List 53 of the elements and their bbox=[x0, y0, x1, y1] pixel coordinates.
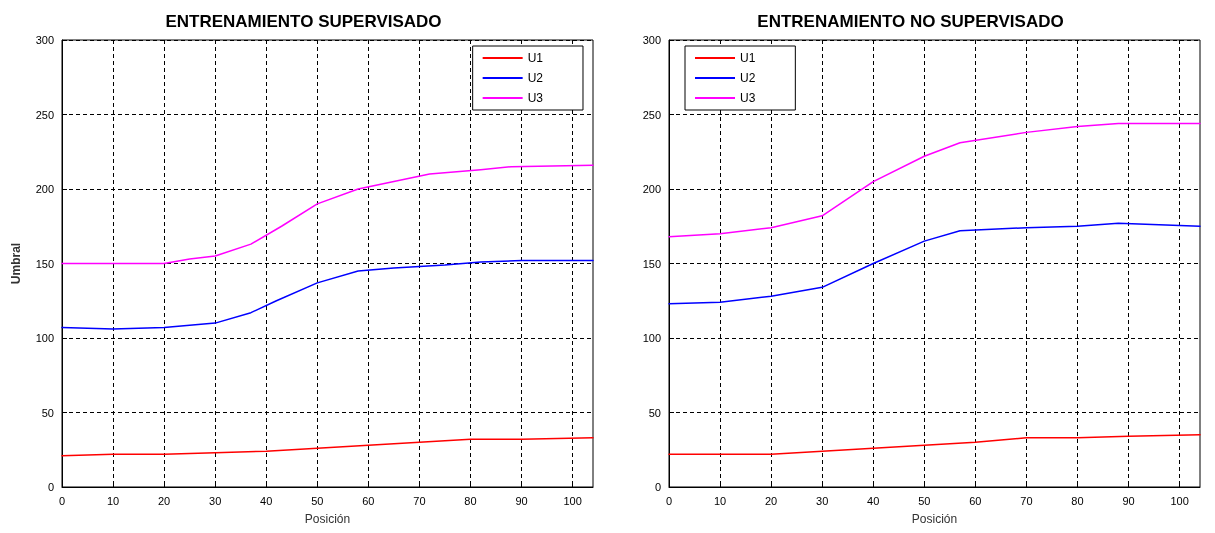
x-axis-title: Posición bbox=[304, 512, 351, 526]
x-tick-label: 80 bbox=[1071, 494, 1084, 507]
x-tick-label: 10 bbox=[106, 494, 120, 507]
chart-title: ENTRENAMIENTO NO SUPERVISADO bbox=[757, 12, 1064, 31]
y-tick-label: 100 bbox=[35, 332, 54, 344]
x-axis-title: Posición bbox=[911, 512, 958, 526]
legend-label: U1 bbox=[740, 51, 756, 65]
x-tick-label: 70 bbox=[1020, 494, 1033, 507]
y-tick-label: 50 bbox=[648, 406, 661, 419]
x-tick-label: 0 bbox=[58, 494, 66, 507]
x-tick-label: 30 bbox=[816, 494, 829, 507]
y-tick-label: 200 bbox=[35, 183, 54, 195]
y-tick-label: 100 bbox=[642, 332, 661, 344]
x-tick-label: 60 bbox=[969, 494, 982, 507]
x-tick-label: 60 bbox=[362, 494, 375, 507]
y-tick-label: 50 bbox=[41, 406, 54, 419]
x-tick-label: 80 bbox=[464, 494, 477, 507]
y-axis-title: Umbral bbox=[9, 242, 23, 285]
legend-label: U2 bbox=[527, 71, 544, 85]
line-series bbox=[61, 164, 594, 265]
x-tick-label: 100 bbox=[563, 494, 582, 507]
x-tick-label: 70 bbox=[413, 494, 426, 507]
y-tick-label: 150 bbox=[642, 257, 661, 270]
line-series bbox=[668, 222, 1201, 305]
x-tick-label: 90 bbox=[1122, 494, 1135, 507]
x-tick-label: 40 bbox=[867, 494, 880, 507]
line-series bbox=[668, 122, 1201, 238]
x-tick-label: 40 bbox=[260, 494, 273, 507]
x-tick-label: 50 bbox=[918, 494, 931, 507]
y-tick-label: 250 bbox=[35, 108, 54, 121]
y-tick-label: 200 bbox=[642, 183, 661, 195]
x-tick-label: 100 bbox=[1170, 494, 1189, 507]
legend-label: U3 bbox=[740, 91, 756, 105]
line-series bbox=[61, 259, 594, 330]
line-series bbox=[61, 437, 594, 457]
y-tick-label: 300 bbox=[642, 34, 661, 46]
line-series bbox=[668, 434, 1201, 455]
x-tick-label: 20 bbox=[157, 494, 171, 507]
y-tick-label: 300 bbox=[35, 34, 54, 46]
x-tick-label: 20 bbox=[764, 494, 778, 507]
y-tick-label: 0 bbox=[654, 481, 661, 493]
y-tick-label: 150 bbox=[35, 257, 54, 270]
y-tick-label: 250 bbox=[642, 108, 661, 121]
y-tick-label: 0 bbox=[47, 481, 54, 493]
legend-label: U1 bbox=[527, 51, 544, 65]
chart-title: ENTRENAMIENTO SUPERVISADO bbox=[165, 12, 442, 31]
x-tick-label: 0 bbox=[665, 494, 673, 507]
legend-label: U2 bbox=[740, 71, 756, 85]
x-tick-label: 10 bbox=[713, 494, 727, 507]
legend-label: U3 bbox=[527, 91, 544, 105]
x-tick-label: 50 bbox=[311, 494, 324, 507]
x-tick-label: 90 bbox=[515, 494, 528, 507]
x-tick-label: 30 bbox=[209, 494, 222, 507]
